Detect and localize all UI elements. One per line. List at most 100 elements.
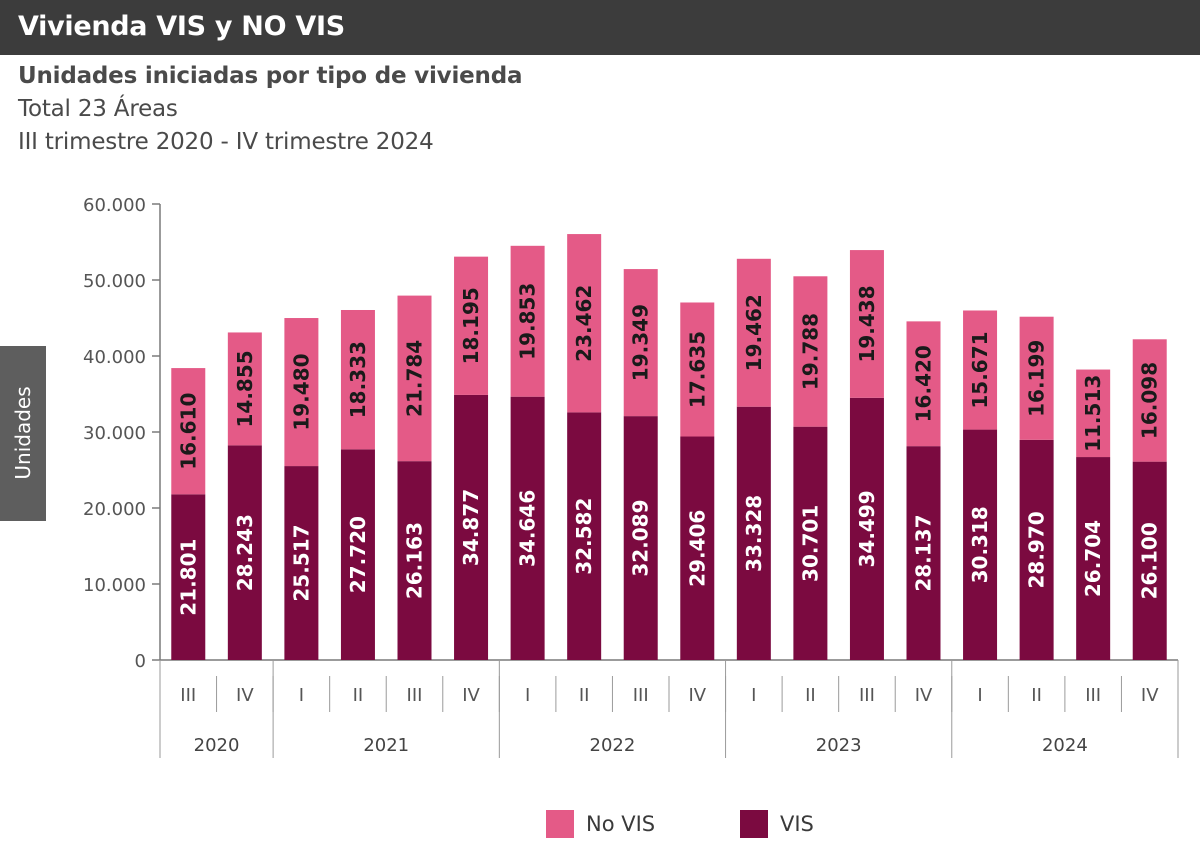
- data-label-vis: 30.701: [798, 505, 822, 582]
- bar-vis: [340, 449, 375, 660]
- data-label-vis: 34.499: [855, 490, 879, 567]
- x-tick-label-quarter: IV: [236, 685, 254, 706]
- chart-title: Unidades iniciadas por tipo de vivienda: [18, 63, 523, 89]
- data-label-vis: 26.100: [1138, 522, 1162, 599]
- bar-vis: [1132, 461, 1167, 660]
- data-label-no-vis: 14.855: [233, 350, 257, 427]
- data-label-no-vis: 15.671: [968, 331, 992, 408]
- data-label-vis: 26.704: [1081, 520, 1105, 597]
- data-label-no-vis: 23.462: [572, 285, 596, 362]
- bar-vis: [171, 494, 206, 660]
- bar-no-vis: [1132, 339, 1167, 462]
- bar-no-vis: [454, 256, 489, 395]
- bar-no-vis: [397, 295, 432, 462]
- bar-vis: [454, 394, 489, 660]
- data-label-vis: 32.089: [629, 499, 653, 576]
- bar-vis: [849, 397, 884, 660]
- chart-subtitle-period: III trimestre 2020 - IV trimestre 2024: [18, 129, 434, 155]
- data-label-vis: 32.582: [572, 498, 596, 575]
- data-label-no-vis: 18.195: [459, 287, 483, 364]
- data-label-vis: 26.163: [403, 522, 427, 599]
- x-tick-label-quarter: III: [859, 685, 875, 706]
- bar-vis: [736, 406, 771, 660]
- y-tick-label: 10.000: [83, 575, 146, 596]
- x-tick-label-quarter: III: [180, 685, 196, 706]
- x-tick-label-quarter: III: [633, 685, 649, 706]
- legend-item-no-vis: No VIS: [546, 810, 655, 838]
- data-label-vis: 25.517: [289, 524, 313, 601]
- bar-vis: [1076, 457, 1111, 660]
- data-label-vis: 27.720: [346, 516, 370, 593]
- data-label-no-vis: 21.784: [403, 340, 427, 417]
- x-tick-label-quarter: I: [299, 685, 304, 706]
- x-tick-label-quarter: I: [977, 685, 982, 706]
- data-label-no-vis: 17.635: [685, 331, 709, 408]
- bar-vis: [510, 396, 545, 660]
- bar-vis: [793, 426, 828, 660]
- bar-no-vis: [623, 269, 658, 417]
- data-label-vis: 34.877: [459, 489, 483, 566]
- bar-vis: [567, 412, 602, 660]
- y-tick-label: 50.000: [83, 271, 146, 292]
- legend: No VIS VIS: [0, 810, 1200, 840]
- data-label-vis: 30.318: [968, 506, 992, 583]
- y-axis-label-tab: [0, 346, 46, 521]
- x-tick-label-quarter: II: [579, 685, 590, 706]
- bar-no-vis: [340, 309, 375, 450]
- legend-swatch-vis: [740, 810, 768, 838]
- bar-vis: [963, 429, 998, 660]
- data-label-no-vis: 19.349: [629, 304, 653, 381]
- data-label-vis: 34.646: [516, 490, 540, 567]
- bar-no-vis: [171, 368, 206, 495]
- legend-label-vis: VIS: [780, 812, 814, 836]
- bar-vis: [623, 416, 658, 660]
- data-label-vis: 28.970: [1025, 511, 1049, 588]
- bar-no-vis: [906, 321, 941, 447]
- legend-label-no-vis: No VIS: [586, 812, 656, 836]
- stacked-bar-chart: 0 10.000 20.000 30.000 40.000 50.000 60.000 21.…: [83, 195, 1179, 758]
- x-tick-label-year: 2022: [590, 735, 636, 756]
- y-tick-label: 0: [135, 651, 146, 672]
- x-tick-label-quarter: III: [407, 685, 423, 706]
- data-label-no-vis: 11.513: [1081, 375, 1105, 452]
- y-tick-label: 30.000: [83, 423, 146, 444]
- bar-vis: [397, 461, 432, 660]
- bar-vis: [227, 445, 262, 660]
- bar-no-vis: [1019, 316, 1054, 440]
- legend-item-vis: VIS: [740, 810, 814, 838]
- data-label-vis: 21.801: [176, 539, 200, 616]
- x-tick-label-quarter: III: [1085, 685, 1101, 706]
- data-label-no-vis: 18.333: [346, 341, 370, 418]
- x-tick-label-quarter: IV: [1141, 685, 1159, 706]
- bar-no-vis: [510, 245, 545, 397]
- bar-no-vis: [284, 318, 319, 467]
- legend-swatch-no-vis: [546, 810, 574, 838]
- header-title: Vivienda VIS y NO VIS: [18, 11, 345, 42]
- chart-subtitle-area: Total 23 Áreas: [18, 96, 178, 122]
- x-tick-label-quarter: IV: [688, 685, 706, 706]
- data-label-vis: 29.406: [685, 510, 709, 587]
- x-tick-label-quarter: IV: [915, 685, 933, 706]
- data-label-vis: 33.328: [742, 495, 766, 572]
- data-label-no-vis: 19.853: [516, 283, 540, 360]
- y-tick-label: 20.000: [83, 499, 146, 520]
- bar-vis: [284, 466, 319, 660]
- bar-no-vis: [849, 250, 884, 398]
- bar-no-vis: [736, 258, 771, 407]
- bar-no-vis: [680, 302, 715, 437]
- x-tick-label-year: 2020: [194, 735, 240, 756]
- bar-vis: [906, 446, 941, 660]
- x-tick-label-quarter: I: [525, 685, 530, 706]
- x-tick-label-year: 2023: [816, 735, 862, 756]
- x-tick-label-quarter: II: [1031, 685, 1042, 706]
- bar-no-vis: [1076, 369, 1111, 458]
- data-label-no-vis: 16.610: [176, 393, 200, 470]
- data-label-no-vis: 16.098: [1138, 362, 1162, 439]
- data-label-vis: 28.243: [233, 514, 257, 591]
- bar-no-vis: [793, 276, 828, 427]
- x-tick-label-quarter: II: [353, 685, 364, 706]
- y-tick-label: 40.000: [83, 347, 146, 368]
- data-label-no-vis: 16.420: [912, 345, 936, 422]
- data-label-vis: 28.137: [912, 514, 936, 591]
- x-tick-label-quarter: I: [751, 685, 756, 706]
